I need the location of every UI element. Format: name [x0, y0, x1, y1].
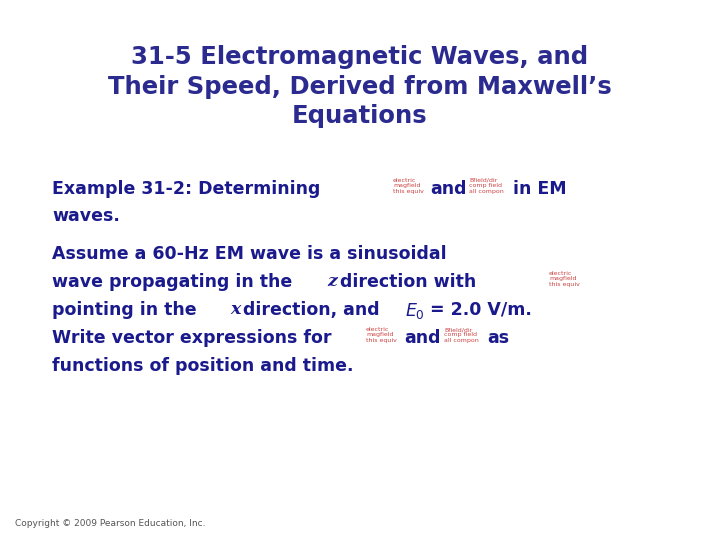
- Text: pointing in the: pointing in the: [52, 301, 197, 319]
- Text: Assume a 60-Hz EM wave is a sinusoidal: Assume a 60-Hz EM wave is a sinusoidal: [52, 245, 446, 263]
- Text: 31-5 Electromagnetic Waves, and
Their Speed, Derived from Maxwell’s
Equations: 31-5 Electromagnetic Waves, and Their Sp…: [108, 45, 612, 129]
- Text: as: as: [487, 329, 509, 347]
- Text: Copyright © 2009 Pearson Education, Inc.: Copyright © 2009 Pearson Education, Inc.: [15, 519, 205, 528]
- Text: z: z: [327, 273, 337, 290]
- Text: in EM: in EM: [513, 180, 567, 198]
- Text: Write vector expressions for: Write vector expressions for: [52, 329, 331, 347]
- Text: direction with: direction with: [340, 273, 476, 291]
- Text: electric
magfield
this equiv: electric magfield this equiv: [393, 178, 424, 194]
- Text: = 2.0 V/m.: = 2.0 V/m.: [430, 301, 532, 319]
- Text: and: and: [404, 329, 441, 347]
- Text: and: and: [430, 180, 467, 198]
- Text: $E_0$: $E_0$: [405, 301, 425, 321]
- Text: Bfield/dir
comp field
all compon: Bfield/dir comp field all compon: [469, 178, 504, 194]
- Text: Example 31-2: Determining: Example 31-2: Determining: [52, 180, 320, 198]
- Text: wave propagating in the: wave propagating in the: [52, 273, 292, 291]
- Text: x: x: [230, 301, 240, 318]
- Text: direction, and: direction, and: [243, 301, 379, 319]
- Text: functions of position and time.: functions of position and time.: [52, 357, 354, 375]
- Text: waves.: waves.: [52, 207, 120, 225]
- Text: Bfield/dir
comp field
all compon: Bfield/dir comp field all compon: [444, 327, 479, 343]
- Text: electric
magfield
this equiv: electric magfield this equiv: [366, 327, 397, 343]
- Text: electric
magfield
this equiv: electric magfield this equiv: [549, 271, 580, 287]
